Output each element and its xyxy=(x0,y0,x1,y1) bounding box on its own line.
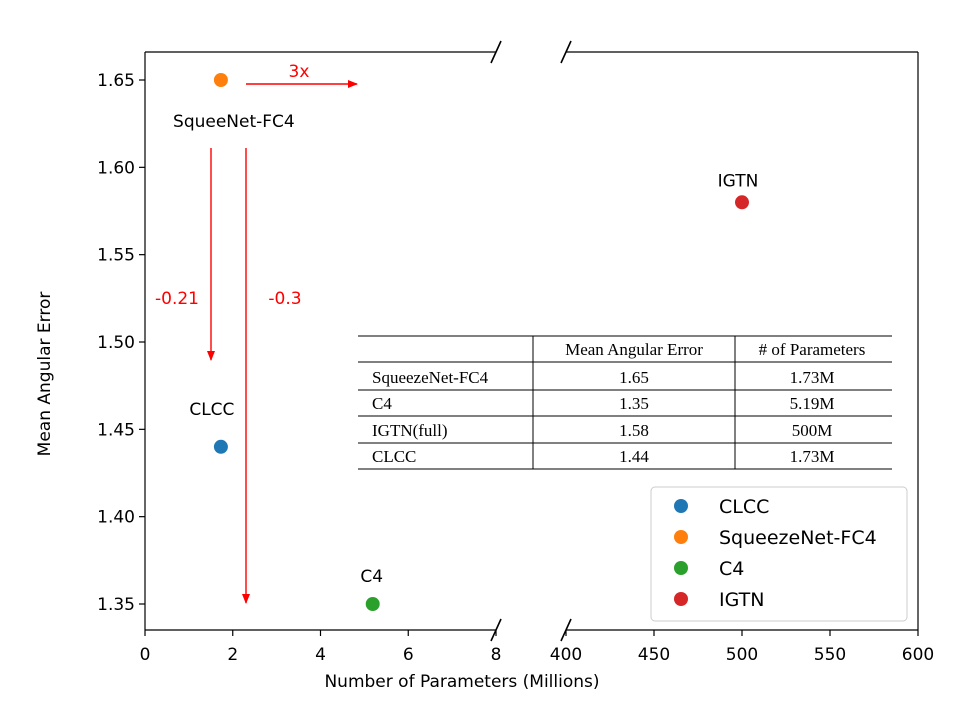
annotation-minus-021: -0.21 xyxy=(155,289,199,309)
y-tick-label: 1.45 xyxy=(97,420,135,440)
annotation-minus-03: -0.3 xyxy=(268,289,301,309)
table-cell-r3-c1: 1.44 xyxy=(619,447,649,466)
table-cell-r2-c0: IGTN(full) xyxy=(372,421,448,440)
point-clcc xyxy=(213,439,228,454)
y-tick-label: 1.65 xyxy=(97,71,135,91)
y-tick-label: 1.50 xyxy=(97,333,135,353)
x-tick-label: 500 xyxy=(726,645,758,665)
point-igtn xyxy=(735,195,749,210)
y-tick-label: 1.40 xyxy=(97,508,135,528)
break-mark-top-left xyxy=(490,40,502,64)
annotation-3x: 3x xyxy=(289,62,310,82)
results-table: Mean Angular Error # of Parameters Squee… xyxy=(358,335,892,470)
table-cell-r1-c2: 5.19M xyxy=(790,394,835,413)
point-label-igtn: IGTN xyxy=(718,171,759,191)
table-cell-r0-c0: SqueezeNet-FC4 xyxy=(372,368,489,387)
point-squeezenet-fc4 xyxy=(213,73,228,87)
legend-box xyxy=(650,486,908,622)
table-header-error: Mean Angular Error xyxy=(565,340,703,359)
legend-label: SqueezeNet-FC4 xyxy=(719,527,877,549)
x-axis-label: Number of Parameters (Millions) xyxy=(324,672,599,692)
point-label-clcc: CLCC xyxy=(189,400,234,420)
x-axis-ticks: 0 2 4 6 8 400 450 500 550 600 xyxy=(140,630,934,665)
data-points xyxy=(213,73,749,611)
x-tick-label: 550 xyxy=(814,645,846,665)
y-axis-ticks: 1.35 1.40 1.45 1.50 1.55 1.60 1.65 xyxy=(97,71,145,615)
point-label-squeezenet-fc4: SqueeNet-FC4 xyxy=(173,112,295,132)
table-cell-r3-c0: CLCC xyxy=(372,447,416,466)
annotation-arrows xyxy=(207,80,358,604)
legend-marker xyxy=(674,561,688,575)
table-header-params: # of Parameters xyxy=(759,340,866,359)
y-tick-label: 1.55 xyxy=(97,246,135,266)
table-cell-r1-c1: 1.35 xyxy=(619,394,649,413)
legend-marker xyxy=(674,530,688,544)
x-tick-label: 600 xyxy=(902,645,934,665)
legend-marker xyxy=(674,592,688,606)
table-cell-r3-c2: 1.73M xyxy=(790,447,835,466)
legend-label: CLCC xyxy=(719,496,769,518)
x-tick-label: 0 xyxy=(140,645,151,665)
x-tick-label: 8 xyxy=(491,645,502,665)
table-cell-r0-c1: 1.65 xyxy=(619,368,649,387)
point-c4 xyxy=(365,597,380,611)
x-tick-label: 6 xyxy=(403,645,414,665)
point-label-c4: C4 xyxy=(360,567,383,587)
table-cell-r1-c0: C4 xyxy=(372,394,392,413)
x-tick-label: 4 xyxy=(315,645,326,665)
point-labels: SqueeNet-FC4 CLCC C4 IGTN xyxy=(173,112,758,587)
y-tick-label: 1.60 xyxy=(97,158,135,178)
legend: CLCC SqueezeNet-FC4 C4 IGTN xyxy=(674,496,877,611)
y-axis-label: Mean Angular Error xyxy=(35,292,55,457)
table-cell-r2-c1: 1.58 xyxy=(619,421,649,440)
x-tick-label: 450 xyxy=(638,645,670,665)
table-cell-r0-c2: 1.73M xyxy=(790,368,835,387)
break-mark-top-right xyxy=(560,40,572,64)
y-tick-label: 1.35 xyxy=(97,595,135,615)
legend-marker xyxy=(674,499,688,513)
legend-label: IGTN xyxy=(719,589,764,611)
table-cell-r2-c2: 500M xyxy=(792,421,833,440)
x-tick-label: 400 xyxy=(550,645,582,665)
legend-label: C4 xyxy=(719,558,744,580)
x-tick-label: 2 xyxy=(227,645,238,665)
